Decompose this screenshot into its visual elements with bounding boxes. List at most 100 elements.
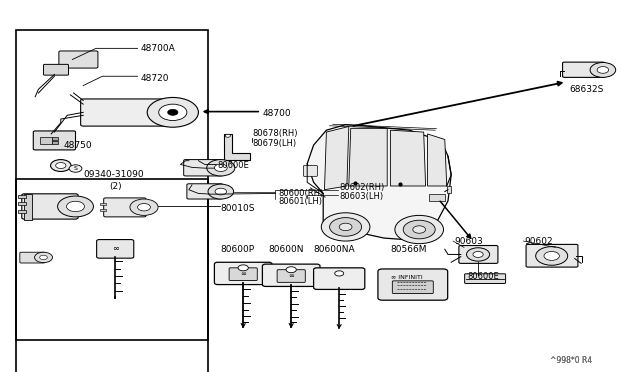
Circle shape xyxy=(168,109,178,115)
FancyBboxPatch shape xyxy=(526,244,578,267)
Polygon shape xyxy=(307,125,451,240)
Text: 80600N: 80600N xyxy=(269,245,304,254)
Polygon shape xyxy=(224,134,250,160)
Text: ^998*0 R4: ^998*0 R4 xyxy=(550,356,593,365)
Text: 80600NA: 80600NA xyxy=(314,245,355,254)
Text: S: S xyxy=(74,166,77,171)
Text: 80010S: 80010S xyxy=(221,204,255,213)
Circle shape xyxy=(590,62,616,77)
FancyBboxPatch shape xyxy=(81,99,175,126)
Circle shape xyxy=(215,188,227,195)
Polygon shape xyxy=(349,128,387,186)
FancyBboxPatch shape xyxy=(262,264,320,286)
FancyBboxPatch shape xyxy=(184,160,223,176)
FancyBboxPatch shape xyxy=(33,131,76,150)
Circle shape xyxy=(159,104,187,121)
Circle shape xyxy=(473,251,483,257)
Text: 48750: 48750 xyxy=(64,141,93,150)
Bar xyxy=(16,179,208,372)
Text: ∞ INFINITI: ∞ INFINITI xyxy=(390,275,422,280)
Circle shape xyxy=(335,271,344,276)
FancyBboxPatch shape xyxy=(59,51,98,68)
Text: 68632S: 68632S xyxy=(570,85,604,94)
Bar xyxy=(447,186,451,193)
Bar xyxy=(100,203,106,205)
FancyBboxPatch shape xyxy=(20,252,45,263)
Bar xyxy=(429,194,445,201)
Circle shape xyxy=(413,226,426,233)
Circle shape xyxy=(207,160,235,176)
Polygon shape xyxy=(324,126,349,190)
FancyBboxPatch shape xyxy=(44,64,68,75)
Circle shape xyxy=(67,201,84,212)
Circle shape xyxy=(395,215,444,244)
Circle shape xyxy=(321,213,370,241)
Text: 80603(LH): 80603(LH) xyxy=(339,192,383,201)
FancyBboxPatch shape xyxy=(378,269,448,300)
FancyBboxPatch shape xyxy=(229,268,257,280)
Circle shape xyxy=(330,218,362,236)
Circle shape xyxy=(208,184,234,199)
Bar xyxy=(40,137,52,144)
Circle shape xyxy=(138,203,150,211)
Text: 90603: 90603 xyxy=(454,237,483,246)
Bar xyxy=(18,195,26,198)
Text: ^998*0 R4: ^998*0 R4 xyxy=(550,356,593,365)
Bar xyxy=(18,210,26,213)
Bar xyxy=(100,209,106,211)
Text: 48720: 48720 xyxy=(141,74,170,83)
Text: 80602(RH): 80602(RH) xyxy=(339,183,385,192)
Circle shape xyxy=(56,163,66,169)
Polygon shape xyxy=(390,130,426,186)
Circle shape xyxy=(536,247,568,265)
FancyBboxPatch shape xyxy=(22,194,78,219)
FancyBboxPatch shape xyxy=(97,240,134,258)
Circle shape xyxy=(225,134,230,137)
Bar xyxy=(18,202,26,205)
Circle shape xyxy=(238,265,248,271)
Polygon shape xyxy=(428,134,447,186)
Circle shape xyxy=(58,196,93,217)
Circle shape xyxy=(339,223,352,231)
FancyBboxPatch shape xyxy=(187,184,223,199)
Text: 80601(LH): 80601(LH) xyxy=(278,197,323,206)
Circle shape xyxy=(214,164,227,171)
Circle shape xyxy=(147,97,198,127)
Circle shape xyxy=(286,267,296,273)
Text: (2): (2) xyxy=(109,182,122,190)
Text: 80600E: 80600E xyxy=(218,161,250,170)
Text: 80600(RH): 80600(RH) xyxy=(278,189,324,198)
Circle shape xyxy=(40,255,47,260)
Circle shape xyxy=(51,160,71,171)
Bar xyxy=(24,194,32,220)
FancyBboxPatch shape xyxy=(104,198,146,217)
Text: ∞: ∞ xyxy=(240,271,246,277)
FancyBboxPatch shape xyxy=(392,281,433,294)
Circle shape xyxy=(35,252,52,263)
FancyBboxPatch shape xyxy=(314,268,365,289)
Text: 80600P: 80600P xyxy=(221,245,255,254)
FancyBboxPatch shape xyxy=(459,246,498,263)
Circle shape xyxy=(130,199,158,215)
Text: 09340-31090: 09340-31090 xyxy=(83,170,144,179)
FancyBboxPatch shape xyxy=(214,262,272,285)
Circle shape xyxy=(597,67,609,73)
Circle shape xyxy=(467,248,490,261)
FancyBboxPatch shape xyxy=(465,274,506,283)
Circle shape xyxy=(403,220,435,239)
Text: 48700: 48700 xyxy=(262,109,291,118)
Text: ∞: ∞ xyxy=(112,244,118,253)
Bar xyxy=(16,30,208,340)
FancyBboxPatch shape xyxy=(563,62,605,77)
Text: 80679(LH): 80679(LH) xyxy=(253,139,297,148)
Text: 48700A: 48700A xyxy=(141,44,175,53)
FancyBboxPatch shape xyxy=(277,270,305,282)
Text: ∞: ∞ xyxy=(288,273,294,279)
Text: 80600E: 80600E xyxy=(467,272,499,280)
Text: 90602: 90602 xyxy=(525,237,554,246)
Bar xyxy=(52,137,58,140)
Circle shape xyxy=(544,251,559,260)
Bar xyxy=(52,141,58,144)
Circle shape xyxy=(69,165,82,172)
Text: 80678(RH): 80678(RH) xyxy=(253,129,298,138)
